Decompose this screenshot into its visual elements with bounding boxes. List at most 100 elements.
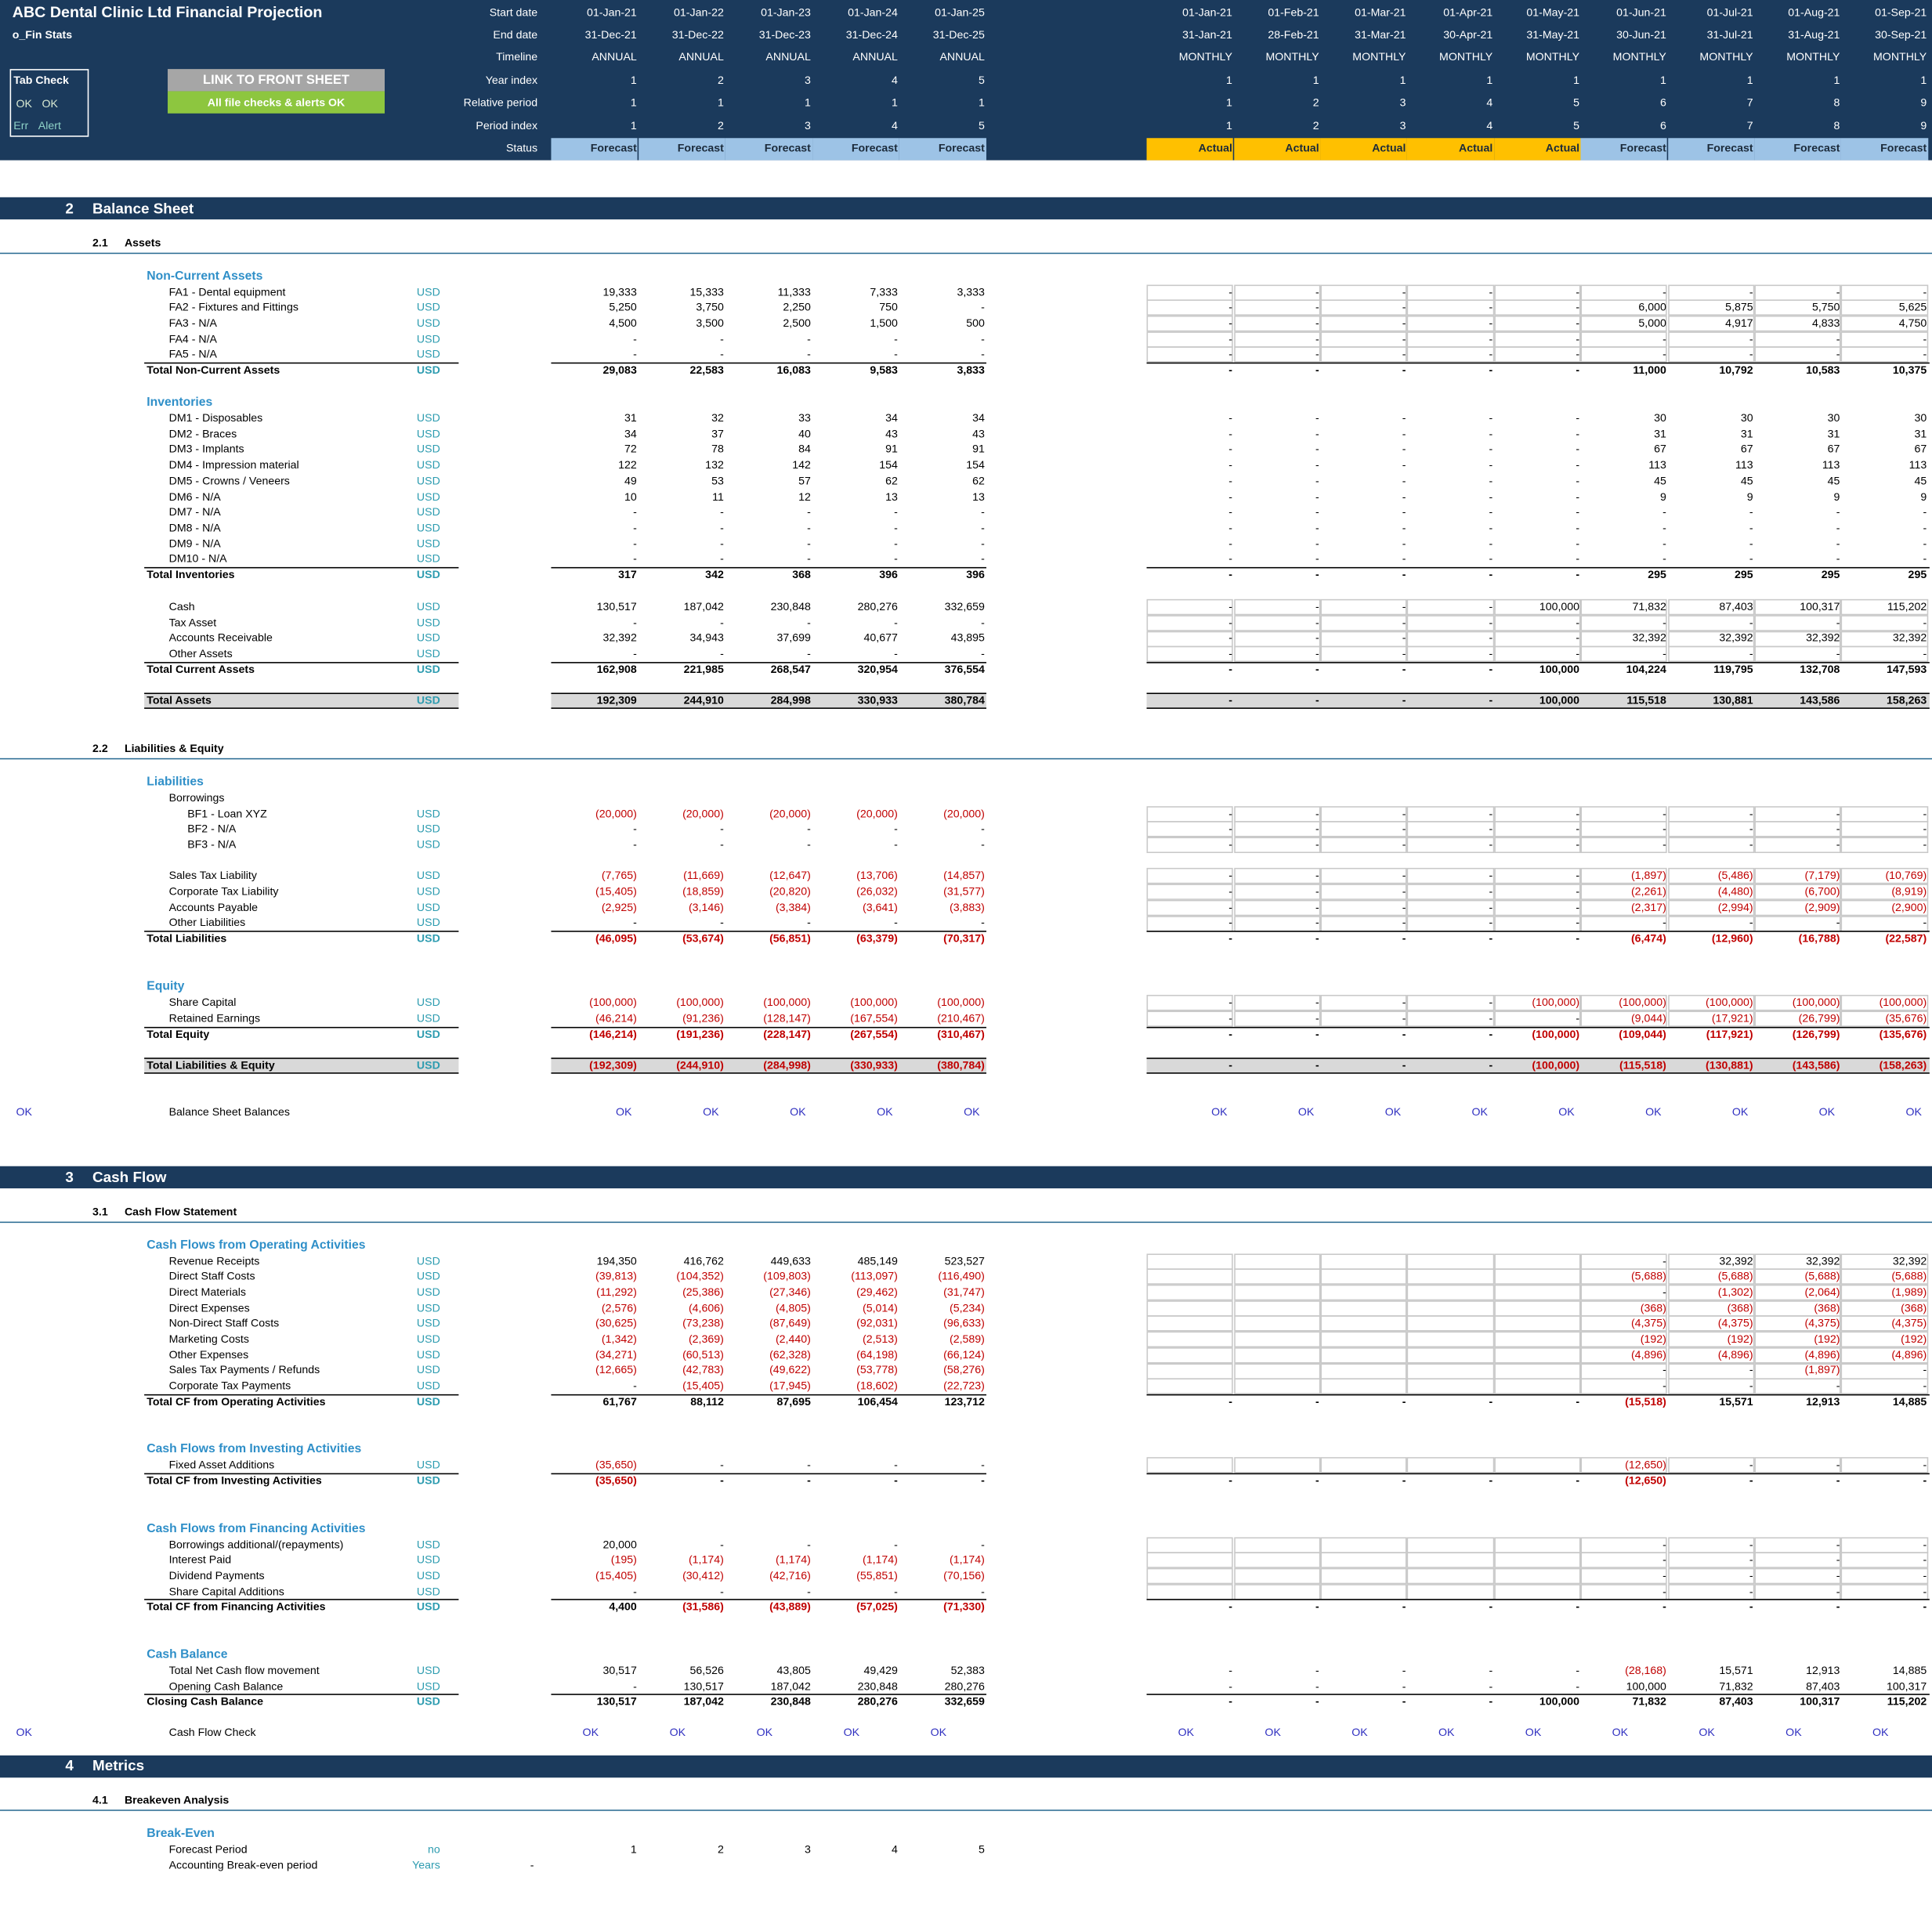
link-button[interactable]: LINK TO FRONT SHEET	[168, 69, 385, 92]
input-cell	[1493, 884, 1581, 900]
monthly-value: 31	[1740, 427, 1753, 440]
annual-value: 22,583	[689, 363, 724, 376]
row-unit: USD	[416, 332, 440, 345]
monthly-value: 12,913	[1806, 1664, 1840, 1676]
input-cell	[1233, 284, 1321, 301]
input-cell	[1667, 1457, 1755, 1474]
monthly-value: -	[1315, 1679, 1319, 1692]
row-unit: USD	[416, 616, 440, 629]
row-label: Total Inventories	[147, 568, 235, 581]
annual-value: (27,346)	[769, 1285, 811, 1298]
monthly-value: -	[1836, 806, 1840, 819]
subsection-number: 4.1	[92, 1794, 108, 1806]
row-unit: USD	[416, 869, 440, 882]
row-unit: USD	[416, 490, 440, 503]
header-monthly: 01-May-21	[1526, 5, 1580, 18]
row-label: Other Expenses	[168, 1348, 249, 1361]
monthly-value: 32,392	[1806, 1254, 1840, 1267]
monthly-value: -	[1228, 458, 1232, 472]
input-cell	[1493, 598, 1581, 616]
annual-value: (70,156)	[943, 1569, 985, 1582]
total-rule	[1146, 1694, 1930, 1696]
annual-value: -	[807, 521, 811, 534]
input-cell	[1754, 884, 1841, 900]
row-unit: USD	[416, 474, 440, 487]
input-cell	[1320, 1284, 1408, 1301]
row-unit: USD	[416, 1317, 440, 1329]
monthly-value: -	[1402, 505, 1406, 519]
monthly-value: (16,788)	[1798, 931, 1840, 945]
row-unit: USD	[416, 411, 440, 425]
input-cell	[1233, 1011, 1321, 1027]
input-cell	[1667, 821, 1755, 838]
monthly-value: -	[1923, 1569, 1927, 1582]
input-cell	[1667, 1552, 1755, 1569]
annual-value: 49	[624, 474, 637, 487]
total-rule	[551, 931, 986, 932]
row-unit: USD	[416, 521, 440, 534]
monthly-value: 45	[1914, 474, 1927, 487]
header-annual: 1	[630, 74, 637, 86]
annual-value: (49,622)	[769, 1364, 811, 1376]
monthly-value: -	[1402, 931, 1406, 945]
row-label: Sales Tax Payments / Refunds	[168, 1364, 320, 1376]
monthly-value: -	[1489, 411, 1493, 425]
monthly-value: -	[1749, 1364, 1753, 1376]
input-cell	[1146, 1331, 1234, 1348]
annual-value: -	[981, 822, 985, 835]
monthly-value: 9	[1659, 490, 1666, 503]
input-cell	[1233, 331, 1321, 348]
section-title: Cash Flow	[92, 1168, 167, 1186]
input-cell	[1580, 1253, 1668, 1270]
monthly-value: (368)	[1901, 1301, 1927, 1314]
input-cell	[1754, 837, 1841, 854]
row-unit: USD	[416, 1285, 440, 1298]
input-cell	[1407, 1583, 1494, 1600]
monthly-value: -	[1228, 411, 1232, 425]
check-annual: OK	[843, 1726, 860, 1739]
header-annual: 1	[804, 96, 811, 109]
monthly-value: 115,518	[1626, 693, 1666, 707]
monthly-value: -	[1402, 348, 1406, 360]
annual-value: 4,500	[609, 316, 637, 330]
monthly-value: -	[1836, 1569, 1840, 1582]
monthly-value: -	[1923, 1459, 1927, 1471]
monthly-value: (4,375)	[1630, 1317, 1666, 1329]
monthly-value: -	[1923, 505, 1927, 519]
monthly-value: -	[1662, 647, 1666, 660]
monthly-value: -	[1923, 916, 1927, 929]
annual-value: 268,547	[770, 663, 811, 676]
monthly-value: (5,688)	[1804, 1270, 1840, 1282]
annual-value: (15,405)	[595, 884, 637, 898]
input-cell	[1320, 1347, 1408, 1364]
input-cell	[1320, 346, 1408, 363]
annual-value: (267,554)	[850, 1027, 898, 1040]
monthly-value: -	[1228, 316, 1232, 330]
annual-value: (109,803)	[763, 1270, 811, 1282]
row-unit: USD	[416, 996, 440, 1009]
annual-value: (22,723)	[943, 1379, 985, 1392]
input-cell	[1841, 1378, 1928, 1395]
annual-value: (70,317)	[943, 931, 985, 945]
input-cell	[1667, 837, 1755, 854]
row-unit: USD	[416, 1254, 440, 1267]
header-monthly: MONTHLY	[1699, 51, 1753, 63]
annual-value: 9,583	[870, 363, 898, 376]
input-cell	[1841, 331, 1928, 348]
input-cell	[1233, 1378, 1321, 1395]
annual-value: (191,236)	[676, 1027, 724, 1040]
tab-check-alert: Alert	[38, 118, 61, 132]
total-rule	[1146, 931, 1930, 932]
header-annual: 1	[979, 96, 985, 109]
status-annual: Forecast	[677, 142, 724, 155]
header-monthly: 01-Feb-21	[1268, 5, 1319, 18]
input-cell	[1667, 915, 1755, 931]
annual-value: (14,857)	[943, 869, 985, 882]
annual-value: (64,198)	[856, 1348, 898, 1361]
monthly-value: -	[1923, 1553, 1927, 1566]
input-cell	[1146, 837, 1234, 854]
annual-value: 2,500	[783, 316, 811, 330]
annual-value: 500	[966, 316, 985, 330]
input-cell	[1320, 1253, 1408, 1270]
annual-value: 57	[798, 474, 811, 487]
